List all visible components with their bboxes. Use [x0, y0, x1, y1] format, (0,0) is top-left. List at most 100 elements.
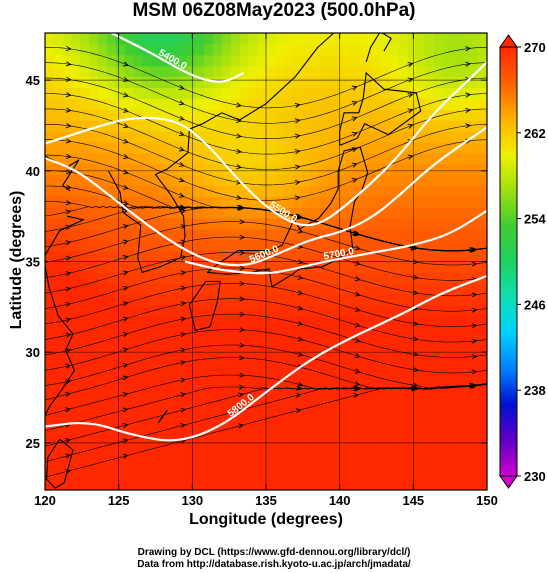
field-cell: [372, 326, 382, 339]
field-cell: [380, 370, 391, 382]
field-cell: [89, 109, 99, 121]
field-cell: [124, 381, 134, 393]
field-cell: [336, 141, 347, 154]
field-cell: [478, 305, 487, 317]
field-cell: [239, 120, 249, 132]
field-cell: [239, 54, 249, 67]
field-cell: [425, 218, 435, 230]
field-cell: [327, 315, 338, 328]
field-cell: [345, 381, 355, 393]
field-cell: [89, 348, 99, 360]
field-cell: [89, 76, 99, 88]
field-cell: [301, 348, 311, 360]
field-cell: [398, 130, 408, 143]
field-cell: [115, 413, 126, 426]
field-cell: [142, 435, 152, 448]
field-cell: [142, 207, 152, 219]
field-cell: [372, 43, 382, 56]
field-cell: [124, 141, 134, 154]
field-cell: [354, 163, 364, 176]
field-cell: [168, 54, 179, 67]
field-cell: [204, 239, 214, 252]
field-cell: [363, 130, 373, 143]
wind-arrow: [180, 285, 187, 291]
field-cell: [363, 326, 373, 339]
field-cell: [239, 381, 249, 393]
field-cell: [80, 446, 90, 458]
field-cell: [62, 413, 73, 426]
field-cell: [266, 283, 276, 295]
field-cell: [195, 54, 205, 67]
field-cell: [89, 424, 99, 437]
field-cell: [186, 261, 196, 273]
field-cell: [363, 261, 373, 273]
field-cell: [45, 98, 55, 110]
field-cell: [106, 294, 117, 306]
field-cell: [221, 120, 232, 132]
field-cell: [310, 381, 320, 393]
field-cell: [372, 152, 382, 165]
field-cell: [221, 228, 232, 241]
field-cell: [106, 228, 117, 241]
field-cell: [80, 261, 90, 273]
wind-arrow: [122, 407, 129, 413]
field-cell: [310, 207, 320, 219]
field-cell: [45, 120, 55, 132]
field-cell: [71, 228, 81, 241]
field-cell: [380, 403, 391, 415]
field-cell: [442, 435, 453, 448]
field-cell: [372, 54, 382, 67]
field-cell: [142, 65, 152, 78]
wind-arrow: [65, 153, 72, 160]
field-cell: [124, 87, 134, 99]
field-cell: [124, 370, 134, 382]
field-cell: [345, 141, 355, 154]
field-cell: [434, 239, 444, 252]
field-cell: [53, 305, 64, 317]
field-cell: [142, 239, 152, 252]
field-cell: [204, 250, 214, 263]
field-cell: [80, 65, 90, 78]
field-cell: [469, 163, 479, 176]
field-cell: [186, 326, 196, 339]
field-cell: [248, 141, 258, 154]
field-cell: [407, 76, 417, 88]
field-cell: [487, 87, 496, 99]
field-cell: [283, 196, 294, 208]
field-cell: [124, 43, 134, 56]
field-cell: [186, 403, 196, 415]
field-cell: [133, 337, 143, 350]
field-cell: [151, 435, 161, 448]
field-cell: [389, 468, 400, 480]
field-cell: [133, 109, 143, 121]
field-cell: [478, 283, 487, 295]
field-cell: [283, 141, 294, 154]
field-cell: [133, 141, 143, 154]
field-cell: [389, 65, 400, 78]
field-cell: [478, 294, 487, 306]
field-cell: [230, 120, 240, 132]
field-cell: [221, 130, 232, 143]
field-cell: [106, 272, 117, 284]
field-cell: [380, 348, 391, 360]
field-cell: [257, 76, 267, 88]
field-cell: [266, 457, 276, 469]
field-cell: [398, 326, 408, 339]
field-cell: [159, 163, 170, 176]
field-cell: [336, 54, 347, 67]
field-cell: [292, 457, 302, 469]
field-cell: [239, 130, 249, 143]
field-cell: [451, 76, 461, 88]
field-cell: [310, 403, 320, 415]
field-cell: [239, 294, 249, 306]
field-cell: [336, 109, 347, 121]
field-cell: [115, 33, 126, 45]
field-cell: [345, 120, 355, 132]
field-cell: [425, 381, 435, 393]
field-cell: [487, 33, 496, 45]
field-cell: [389, 457, 400, 469]
field-cell: [345, 152, 355, 165]
field-cell: [133, 315, 143, 328]
field-cell: [310, 457, 320, 469]
field-cell: [151, 130, 161, 143]
